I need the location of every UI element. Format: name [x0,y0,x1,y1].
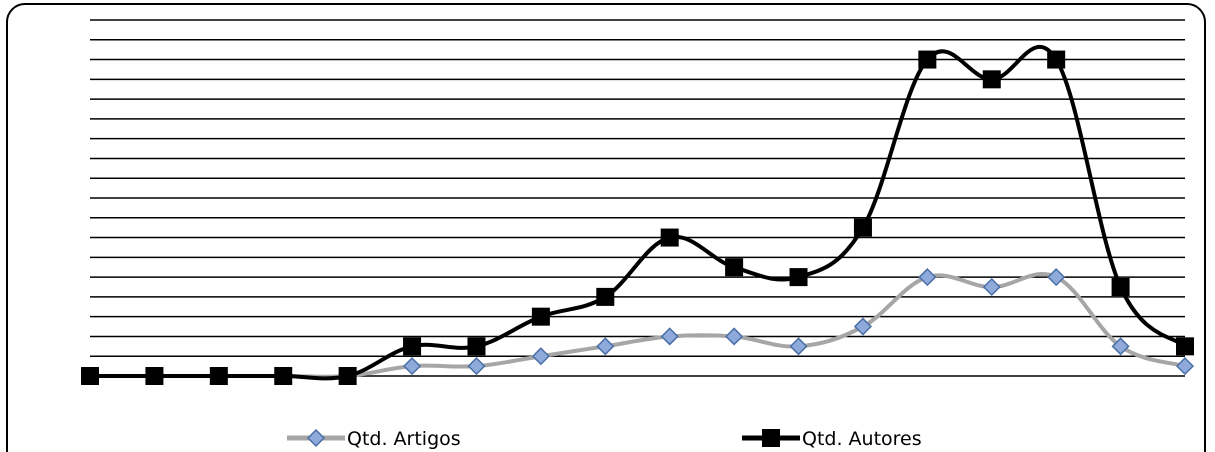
data-point [1175,357,1195,376]
data-point [1111,337,1130,356]
data-point [853,317,873,336]
gridlines [90,19,1185,377]
series-autores [81,44,1194,385]
data-point [918,50,937,69]
legend-label-autores: Qtd. Autores [802,428,922,450]
data-point [467,337,486,356]
data-point [145,367,164,385]
legend-label-artigos: Qtd. Artigos [347,428,461,450]
data-point [789,268,808,287]
data-point [402,357,422,376]
data-point [660,228,679,247]
data-point [1111,278,1130,296]
data-point [403,337,422,356]
data-point [1047,268,1066,287]
data-point [1047,50,1066,69]
series-layer [80,44,1195,386]
data-point [660,327,679,346]
square-marker-icon [762,429,780,447]
legend: Qtd. Artigos Qtd. Autores [287,428,922,450]
data-point [274,367,293,385]
data-point [725,258,744,277]
data-point [467,357,486,376]
data-point [531,307,550,326]
data-point [982,70,1001,89]
data-point [596,337,615,356]
data-point [853,218,872,237]
diamond-marker-icon [306,428,326,448]
data-point [918,268,937,287]
data-point [725,327,744,346]
data-point [531,347,550,366]
data-point [81,367,99,385]
legend-item-autores: Qtd. Autores [742,428,922,450]
data-point [596,287,615,306]
data-point [789,337,808,356]
data-point [209,367,228,385]
data-point [338,367,357,385]
chart-frame [6,3,1206,452]
legend-item-artigos: Qtd. Artigos [287,428,461,450]
data-point [1176,337,1194,356]
data-point [982,277,1001,297]
